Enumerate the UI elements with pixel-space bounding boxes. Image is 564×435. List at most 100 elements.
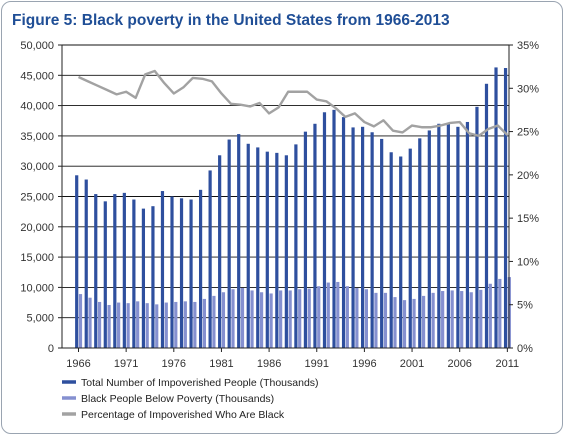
bar-black	[460, 291, 464, 348]
bar-black	[193, 301, 197, 348]
bar-total	[380, 138, 384, 348]
bar-black	[259, 292, 264, 348]
percentage-line	[78, 69, 509, 138]
bar-black	[250, 290, 254, 348]
bar-total	[484, 83, 489, 348]
x-tick-label: 2001	[400, 358, 424, 370]
bar-total	[75, 175, 79, 348]
right-tick-label: 25%	[517, 127, 539, 139]
bar-black	[240, 288, 245, 348]
bar-total	[170, 196, 174, 348]
bar-total	[389, 152, 393, 348]
left-tick-label: 10,000	[20, 282, 54, 294]
bar-black	[117, 302, 121, 348]
bar-total	[475, 106, 479, 348]
bar-total	[151, 206, 155, 348]
bar-total	[237, 134, 241, 348]
bar-black	[441, 291, 445, 348]
bar-black	[402, 300, 407, 348]
legend-label: Percentage of Impoverished Who Are Black	[81, 409, 285, 421]
left-tick-label: 45,000	[20, 70, 54, 82]
legend-label: Total Number of Impoverished People (Tho…	[81, 377, 319, 389]
right-tick-label: 30%	[517, 83, 539, 95]
left-tick-label: 50,000	[20, 40, 54, 52]
bar-total	[370, 132, 374, 348]
right-tick-label: 15%	[517, 213, 539, 225]
bar-black	[212, 295, 216, 348]
bar-total	[122, 192, 126, 348]
x-tick-label: 1966	[66, 358, 90, 370]
bar-total	[313, 123, 317, 348]
bar-total	[198, 189, 203, 348]
legend-label: Black People Below Poverty (Thousands)	[81, 393, 274, 405]
right-tick-label: 35%	[517, 40, 539, 52]
bar-total	[208, 170, 212, 348]
bar-black	[145, 303, 149, 348]
x-tick-label: 1981	[209, 358, 233, 370]
left-tick-label: 40,000	[20, 101, 54, 113]
bar-total	[427, 130, 431, 348]
bar-total	[503, 68, 508, 348]
bar-total	[227, 139, 231, 348]
bar-black	[393, 297, 397, 348]
left-tick-label: 25,000	[20, 192, 54, 204]
bar-total	[303, 131, 308, 348]
bar-total	[341, 117, 346, 348]
bar-total	[494, 67, 498, 348]
bar-black	[174, 301, 178, 348]
bar-total	[141, 208, 146, 348]
x-tick-label: 2006	[447, 358, 471, 370]
bar-black	[479, 289, 483, 348]
bar-black	[97, 301, 102, 348]
x-tick-label: 2011	[496, 358, 520, 370]
bar-total	[94, 194, 98, 348]
x-tick-label: 1971	[114, 358, 138, 370]
bar-black	[183, 301, 187, 348]
bar-black	[326, 282, 330, 348]
bar-black	[450, 290, 454, 348]
bar-black	[298, 289, 302, 348]
bar-black	[136, 301, 140, 348]
bar-total	[456, 126, 460, 348]
bar-total	[132, 199, 136, 348]
bar-black	[155, 304, 159, 348]
bar-black	[345, 286, 349, 348]
bar-black	[355, 288, 359, 348]
right-tick-label: 0%	[517, 343, 533, 355]
bar-black	[202, 298, 206, 348]
bar-total	[179, 198, 184, 348]
bar-black	[307, 288, 311, 348]
bar-total	[218, 155, 222, 348]
bar-total	[351, 127, 355, 348]
bar-total	[446, 123, 450, 348]
bar-total	[437, 123, 441, 348]
bar-total	[418, 138, 422, 348]
bar-black	[126, 303, 130, 348]
bar-black	[412, 298, 416, 348]
bar-black	[421, 295, 426, 348]
bar-black	[88, 297, 92, 348]
bar-black	[364, 289, 368, 348]
right-tick-label: 10%	[517, 256, 539, 268]
bar-total	[294, 144, 298, 348]
bar-black	[317, 286, 321, 348]
bar-black	[469, 292, 473, 348]
bar-black	[221, 292, 226, 348]
bar-black	[383, 292, 388, 348]
bar-total	[465, 121, 470, 348]
x-tick-label: 1991	[305, 358, 329, 370]
bar-total	[275, 152, 279, 348]
bar-black	[279, 290, 283, 348]
bar-black	[107, 304, 111, 348]
bar-total	[160, 191, 165, 348]
bar-black	[374, 292, 378, 348]
chart-title: Figure 5: Black poverty in the United St…	[12, 12, 450, 29]
right-tick-label: 20%	[517, 170, 539, 182]
bar-black	[231, 289, 235, 348]
x-tick-label: 1976	[162, 358, 186, 370]
bar-total	[113, 194, 117, 348]
left-tick-label: 35,000	[20, 131, 54, 143]
bar-total	[246, 143, 250, 348]
left-tick-label: 20,000	[20, 222, 54, 234]
